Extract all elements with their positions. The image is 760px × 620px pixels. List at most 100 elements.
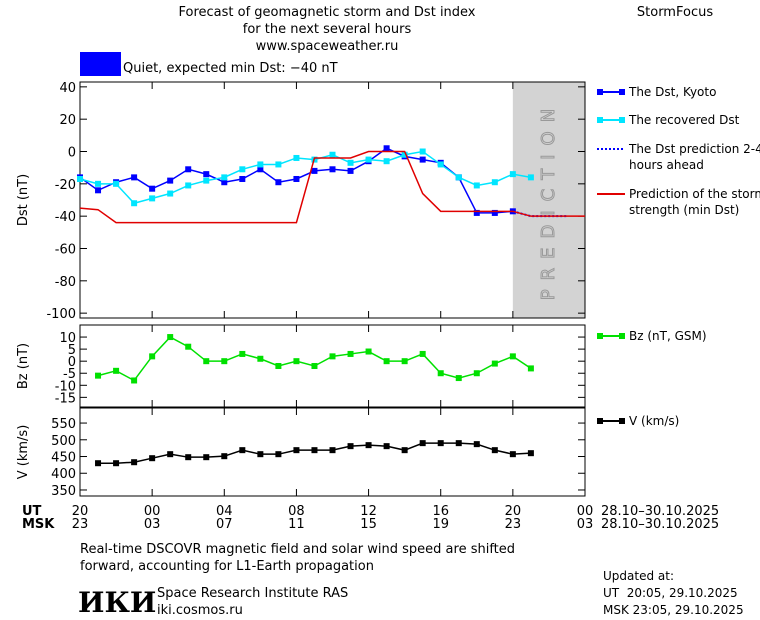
legend-label: Bz (nT, GSM) — [629, 329, 707, 343]
series-marker — [509, 171, 516, 178]
series-line — [79, 150, 585, 224]
series-marker — [239, 447, 246, 454]
series-marker — [239, 350, 246, 357]
series-marker — [293, 447, 300, 454]
x-tick-label: 19 — [432, 517, 449, 532]
series-marker — [203, 454, 210, 461]
time-axis-name: UT — [22, 504, 42, 519]
series-marker — [149, 195, 156, 202]
y-tick-label: 0 — [68, 355, 76, 370]
y-tick-label: 10 — [59, 331, 76, 346]
title: Forecast of geomagnetic storm and Dst in… — [178, 5, 475, 20]
series-marker — [527, 450, 534, 457]
series-marker — [293, 175, 300, 182]
series-marker — [527, 174, 534, 181]
x-tick-label: 00 — [144, 504, 161, 519]
legend-marker — [597, 89, 603, 95]
y-tick-label: 400 — [51, 467, 76, 482]
series-marker — [491, 447, 498, 454]
series-marker — [77, 175, 83, 182]
legend-label: The recovered Dst — [629, 113, 740, 127]
panel-frame — [79, 81, 586, 319]
series-marker — [257, 166, 264, 173]
series-marker — [383, 158, 390, 165]
x-tick-label: 03 — [577, 517, 594, 532]
series-marker — [221, 453, 228, 460]
series-marker — [239, 175, 246, 182]
updated-msk: MSK 23:05, 29.10.2025 — [603, 603, 744, 617]
series-marker — [275, 179, 282, 186]
series-marker — [185, 454, 192, 461]
series-marker — [509, 451, 516, 458]
series-line — [79, 150, 532, 205]
y-tick-label: 450 — [51, 451, 76, 466]
series-marker — [491, 360, 498, 367]
logo: ИКИ — [78, 586, 156, 619]
series-marker — [257, 355, 264, 362]
y-tick-label: 40 — [59, 81, 76, 96]
series-marker — [383, 145, 390, 152]
date-range: 28.10–30.10.2025 — [601, 504, 719, 519]
y-tick-label: -100 — [46, 307, 76, 322]
series-marker — [401, 447, 408, 454]
legend-marker — [619, 333, 625, 339]
series-marker — [473, 209, 480, 216]
series-marker — [167, 177, 174, 184]
series-marker — [329, 447, 336, 454]
series-marker — [473, 370, 480, 377]
series-marker — [437, 370, 444, 377]
series-marker — [491, 209, 498, 216]
series-marker — [149, 185, 156, 192]
note: forward, accounting for L1-Earth propaga… — [80, 559, 374, 574]
y-tick-label: -60 — [55, 242, 76, 257]
series-marker — [527, 365, 534, 372]
x-tick-label: 00 — [577, 504, 594, 519]
series-marker — [239, 166, 246, 173]
brand: StormFocus — [637, 5, 713, 20]
x-tick-label: 08 — [288, 504, 305, 519]
series-marker — [95, 180, 102, 187]
series-marker — [401, 151, 408, 158]
series-marker — [221, 179, 228, 186]
y-axis-label: Bz (nT) — [16, 343, 31, 389]
note: Real-time DSCOVR magnetic field and sola… — [80, 542, 515, 557]
series-marker — [365, 156, 372, 163]
legend-marker — [597, 117, 603, 123]
series-marker — [131, 377, 138, 384]
series-marker — [221, 358, 228, 365]
series-marker — [311, 167, 318, 174]
prediction-zone — [512, 82, 585, 318]
series-marker — [329, 353, 336, 360]
institute: Space Research Institute RAS — [157, 586, 348, 601]
series-marker — [455, 174, 462, 181]
series-marker — [473, 441, 480, 448]
series-marker — [329, 151, 336, 158]
series-marker — [221, 174, 228, 181]
series-marker — [185, 343, 192, 350]
site-url: www.spaceweather.ru — [256, 39, 399, 54]
status-label: Quiet, expected min Dst: −40 nT — [123, 61, 338, 76]
legend-label: The Dst prediction 2-4 hours ahead — [629, 142, 760, 172]
y-tick-label: -5 — [63, 367, 76, 382]
series-marker — [473, 182, 480, 189]
updated-ut: UT 20:05, 29.10.2025 — [603, 586, 738, 600]
prediction-label: PREDICTION — [538, 100, 559, 300]
series-marker — [347, 443, 354, 450]
series-marker — [401, 358, 408, 365]
series-marker — [437, 161, 444, 168]
series-marker — [383, 358, 390, 365]
series-marker — [275, 161, 282, 168]
y-tick-label: -80 — [55, 275, 76, 290]
series-marker — [203, 171, 210, 178]
y-tick-label: 550 — [51, 417, 76, 432]
date-range: 28.10–30.10.2025 — [601, 517, 719, 532]
series-marker — [491, 179, 498, 186]
status-swatch — [80, 52, 121, 76]
series-marker — [347, 167, 354, 174]
series-marker — [113, 367, 120, 374]
series-marker — [113, 460, 120, 467]
series-marker — [203, 177, 210, 184]
series-marker — [509, 353, 516, 360]
